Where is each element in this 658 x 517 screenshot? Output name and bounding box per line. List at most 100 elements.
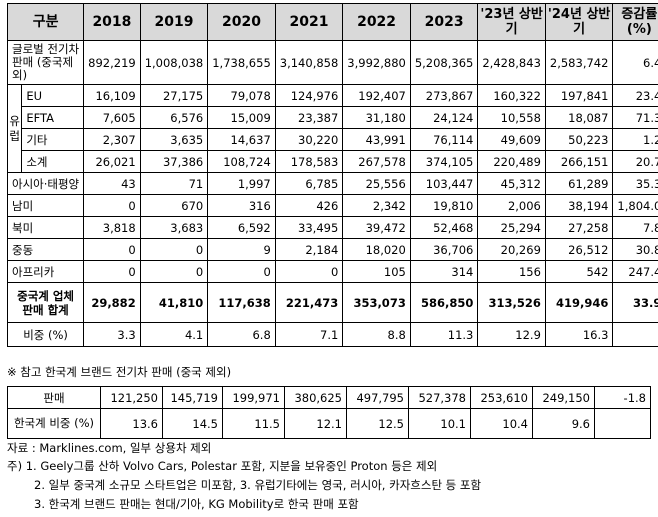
- header-2018: 2018: [83, 3, 141, 41]
- cell: 314: [409, 260, 479, 283]
- cell: 76,114: [409, 128, 479, 151]
- cell: 5,208,365: [409, 40, 479, 85]
- cell: 24,124: [409, 106, 479, 129]
- ev-sales-table: 구분 2018 2019 2020 2021 2022 2023 '23년 상반…: [6, 3, 658, 347]
- cell: 542: [544, 260, 614, 283]
- row-korea-sales: 판매 121,250 145,719 199,971 380,625 497,7…: [7, 386, 651, 409]
- cell: 670: [139, 194, 209, 217]
- cell: 12.5: [346, 408, 409, 439]
- header-2021: 2021: [274, 3, 344, 41]
- cell: 12.9: [477, 322, 546, 347]
- korea-sales-table: 판매 121,250 145,719 199,971 380,625 497,7…: [7, 386, 651, 439]
- cell: 26,021: [83, 150, 141, 173]
- cell: 266,151: [544, 150, 614, 173]
- cell: 79,078: [207, 84, 276, 107]
- cell: 19,810: [409, 194, 479, 217]
- cell: 11.3: [409, 322, 479, 347]
- header-category: 구분: [6, 3, 85, 41]
- footnote-1: 주) 1. Geely그룹 산하 Volvo Cars, Polestar 포함…: [7, 459, 438, 473]
- cell: 0: [139, 260, 209, 283]
- cell: 247.4: [612, 260, 658, 283]
- cell: 2,583,742: [544, 40, 614, 85]
- cell: 103,447: [409, 172, 479, 195]
- cell: 426: [274, 194, 344, 217]
- cell: 9.6: [532, 408, 595, 439]
- europe-group-label: 유럽: [6, 84, 23, 173]
- row-europe-subtotal: 소계 26,021 37,386 108,724 178,583 267,578…: [8, 150, 658, 173]
- cell: 1,738,655: [207, 40, 276, 85]
- cell: 43,991: [342, 128, 411, 151]
- cell: 316: [207, 194, 276, 217]
- cell: 52,468: [409, 216, 479, 239]
- cell: -1.8: [594, 386, 651, 409]
- cell: 7.1: [274, 322, 344, 347]
- row-north-america: 북미 3,818 3,683 6,592 33,495 39,472 52,46…: [6, 216, 658, 239]
- cell: 39,472: [342, 216, 411, 239]
- cell: 20.7: [612, 150, 658, 173]
- cell: 3.3: [83, 322, 141, 347]
- row-eu: 유럽 EU 16,109 27,175 79,078 124,976 192,4…: [6, 84, 658, 173]
- cell: 1.2: [612, 128, 658, 151]
- cell: 6,592: [207, 216, 276, 239]
- cell: 105: [342, 260, 411, 283]
- cell: 3,683: [139, 216, 209, 239]
- cell: 0: [274, 260, 344, 283]
- row-asia-pacific: 아시아·태평양 43 71 1,997 6,785 25,556 103,447…: [6, 172, 658, 195]
- cell: 2,342: [342, 194, 411, 217]
- cell: 2,184: [274, 238, 344, 261]
- row-share: 비중 (%) 3.3 4.1 6.8 7.1 8.8 11.3 12.9 16.…: [6, 322, 658, 347]
- cell: 4.1: [139, 322, 209, 347]
- row-chinese-total: 중국계 업체 판매 합계 29,882 41,810 117,638 221,4…: [6, 282, 658, 323]
- cell: 249,150: [532, 386, 595, 409]
- cell: 12.1: [284, 408, 347, 439]
- cell: 267,578: [342, 150, 411, 173]
- cell: 273,867: [409, 84, 479, 107]
- cell: 10,558: [477, 106, 546, 129]
- cell: 0: [83, 260, 141, 283]
- cell: 10.4: [470, 408, 533, 439]
- cell: 160,322: [477, 84, 546, 107]
- cell: 0: [83, 194, 141, 217]
- cell: 497,795: [346, 386, 409, 409]
- cell: 33,495: [274, 216, 344, 239]
- row-efta: EFTA 7,605 6,576 15,009 23,387 31,180 24…: [8, 106, 658, 129]
- cell: 6.4: [612, 40, 658, 85]
- cell: 156: [477, 260, 546, 283]
- cell: 419,946: [544, 282, 614, 323]
- row-label: 남미: [6, 194, 85, 217]
- row-label: 기타: [21, 128, 85, 151]
- row-label: 중국계 업체 판매 합계: [6, 282, 85, 323]
- cell: 15,009: [207, 106, 276, 129]
- row-korea-share: 한국계 비중 (%) 13.6 14.5 11.5 12.1 12.5 10.1…: [7, 408, 651, 439]
- cell: [612, 322, 658, 347]
- cell: 13.6: [100, 408, 163, 439]
- cell: 2,307: [83, 128, 141, 151]
- cell: 25,556: [342, 172, 411, 195]
- cell: 27,175: [139, 84, 209, 107]
- cell: 1,997: [207, 172, 276, 195]
- row-global: 글로벌 전기차판매 (중국제외) 892,219 1,008,038 1,738…: [6, 40, 658, 85]
- cell: 374,105: [409, 150, 479, 173]
- cell: 9: [207, 238, 276, 261]
- cell: 7.8: [612, 216, 658, 239]
- cell: 197,841: [544, 84, 614, 107]
- cell: 892,219: [83, 40, 141, 85]
- cell: 3,818: [83, 216, 141, 239]
- cell: 35.3: [612, 172, 658, 195]
- cell: 33.9: [612, 282, 658, 323]
- cell: 30,220: [274, 128, 344, 151]
- cell: [594, 408, 651, 439]
- cell: 108,724: [207, 150, 276, 173]
- row-label: 북미: [6, 216, 85, 239]
- cell: 0: [207, 260, 276, 283]
- cell: 27,258: [544, 216, 614, 239]
- cell: 71: [139, 172, 209, 195]
- cell: 2,428,843: [477, 40, 546, 85]
- cell: 7,605: [83, 106, 141, 129]
- header-2023: 2023: [409, 3, 479, 41]
- cell: 6,785: [274, 172, 344, 195]
- cell: 41,810: [139, 282, 209, 323]
- cell: 220,489: [477, 150, 546, 173]
- cell: 18,087: [544, 106, 614, 129]
- cell: 71.3: [612, 106, 658, 129]
